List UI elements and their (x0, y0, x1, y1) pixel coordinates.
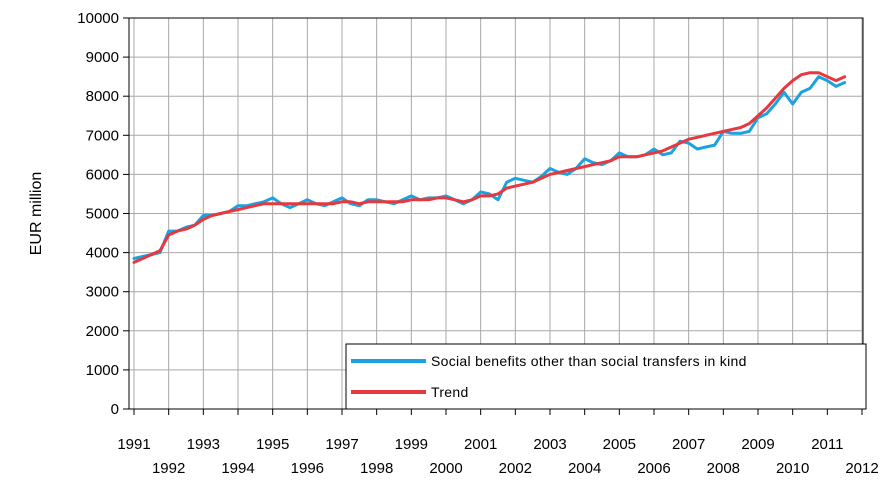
legend-label-2: Trend (431, 384, 469, 400)
legend-box (345, 343, 867, 410)
y-tick-label: 9000 (86, 49, 119, 66)
x-tick-label: 2004 (568, 460, 601, 477)
x-tick-label: 1999 (395, 436, 428, 453)
x-tick-label: 2009 (741, 436, 774, 453)
x-tick-label: 2006 (637, 460, 670, 477)
y-tick-label: 1000 (86, 362, 119, 379)
y-tick-label: 7000 (86, 127, 119, 144)
x-tick-label: 2012 (845, 460, 878, 477)
x-tick-label: 2005 (603, 436, 636, 453)
series-layer (132, 71, 847, 264)
y-axis: 0 1000 2000 3000 4000 5000 6000 7000 8000 9000 100… (77, 10, 129, 418)
x-tick-label: 1991 (117, 436, 150, 453)
x-tick-label: 2011 (811, 436, 843, 453)
y-tick-label: 2000 (86, 323, 119, 340)
y-tick-label: 5000 (86, 206, 119, 223)
x-tick-label: 2008 (707, 460, 740, 477)
x-tick-label: 1992 (152, 460, 185, 477)
y-tick-label: 3000 (86, 284, 119, 301)
y-tick-label: 4000 (86, 245, 119, 262)
y-tick-label: 0 (111, 401, 119, 418)
x-tick-label: 1995 (256, 436, 289, 453)
y-axis-label: EUR million (28, 172, 45, 256)
x-tick-label: 2002 (499, 460, 532, 477)
x-tick-label: 1998 (360, 460, 393, 477)
x-tick-label: 2000 (429, 460, 462, 477)
x-tick-label: 2003 (533, 436, 566, 453)
series-line-1 (132, 75, 847, 260)
x-axis: 1991199219931994199519961997199819992000… (117, 409, 879, 477)
y-tick-label: 6000 (86, 166, 119, 183)
x-tick-label: 1996 (291, 460, 324, 477)
x-tick-label: 2007 (672, 436, 705, 453)
x-tick-label: 2010 (776, 460, 809, 477)
x-tick-label: 2001 (464, 436, 497, 453)
y-tick-label: 10000 (77, 10, 119, 27)
legend-label-1: Social benefits other than social transf… (431, 353, 747, 369)
legend: Social benefits other than social transf… (345, 343, 867, 410)
y-tick-label: 8000 (86, 88, 119, 105)
x-tick-label: 1997 (325, 436, 358, 453)
x-tick-label: 1993 (187, 436, 220, 453)
x-tick-label: 1994 (221, 460, 254, 477)
series-line-2 (132, 71, 847, 264)
